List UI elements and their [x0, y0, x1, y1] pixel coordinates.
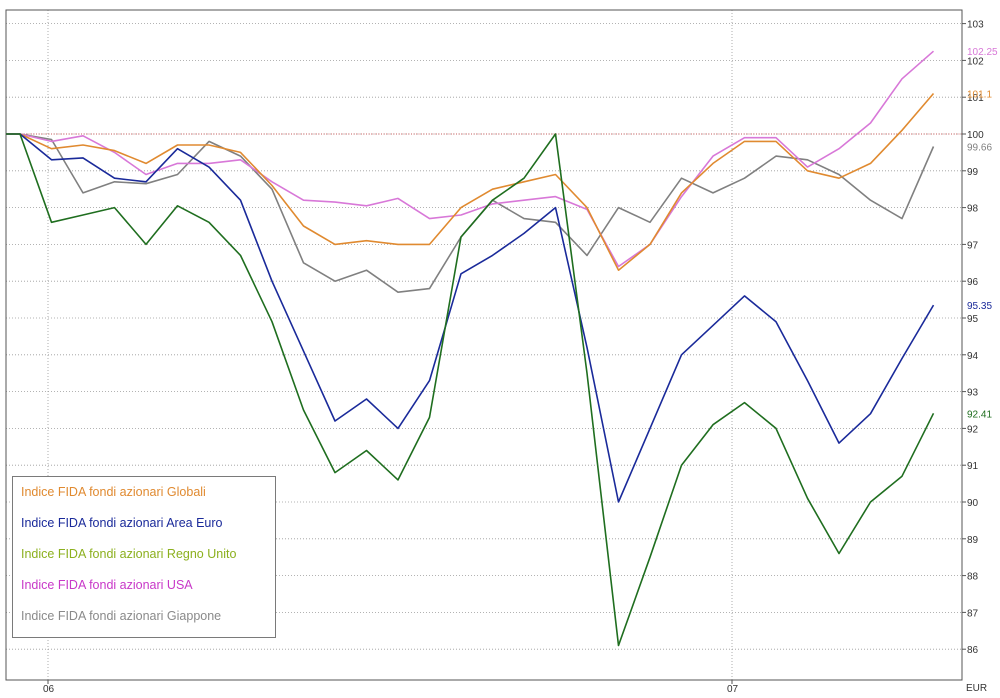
y-tick-label: 94 — [967, 351, 979, 362]
y-tick-label: 95 — [967, 314, 979, 325]
y-tick-label: 98 — [967, 204, 979, 215]
y-tick-label: 99 — [967, 167, 979, 178]
y-tick-label: 101 — [967, 93, 984, 104]
end-value-label: 101.1 — [967, 90, 992, 101]
y-tick-label: 97 — [967, 240, 979, 251]
y-tick-label: 87 — [967, 608, 979, 619]
y-tick-label: 92 — [967, 424, 979, 435]
y-axis-unit-label: EUR — [966, 683, 987, 694]
chart-legend: Indice FIDA fondi azionari Globali Indic… — [12, 476, 276, 638]
axes-layer — [5, 9, 966, 684]
series-layer — [6, 50, 935, 647]
y-tick-label: 89 — [967, 535, 979, 546]
legend-item-regno-unito: Indice FIDA fondi azionari Regno Unito — [21, 547, 237, 561]
end-value-label: 92.41 — [967, 409, 992, 420]
x-tick-label: 07 — [727, 684, 739, 695]
y-tick-label: 100 — [967, 130, 984, 141]
end-value-label: 99.66 — [967, 143, 992, 154]
legend-item-globali: Indice FIDA fondi azionari Globali — [21, 485, 206, 499]
series-line-globali — [6, 92, 935, 272]
x-tick-label: 06 — [43, 684, 55, 695]
y-tick-label: 103 — [967, 20, 984, 31]
legend-item-giappone: Indice FIDA fondi azionari Giappone — [21, 609, 222, 623]
y-tick-label: 102 — [967, 56, 984, 67]
y-tick-label: 90 — [967, 498, 979, 509]
series-line-usa — [6, 50, 935, 268]
end-value-label: 102.25 — [967, 47, 998, 58]
y-tick-label: 86 — [967, 645, 979, 656]
labels-layer: 86 87 88 89 90 91 92 93 94 95 96 97 98 99 100 101 102 103… — [43, 20, 998, 695]
y-tick-label: 91 — [967, 461, 979, 472]
y-tick-label: 96 — [967, 277, 979, 288]
plot-frame — [5, 9, 963, 681]
series-line-regno-unito — [6, 133, 935, 647]
y-tick-label: 93 — [967, 388, 979, 399]
end-value-label: 95.35 — [967, 301, 992, 312]
legend-item-area-euro: Indice FIDA fondi azionari Area Euro — [21, 516, 223, 530]
legend-item-usa: Indice FIDA fondi azionari USA — [21, 578, 193, 592]
series-line-area-euro — [6, 133, 935, 503]
y-tick-label: 88 — [967, 572, 979, 583]
